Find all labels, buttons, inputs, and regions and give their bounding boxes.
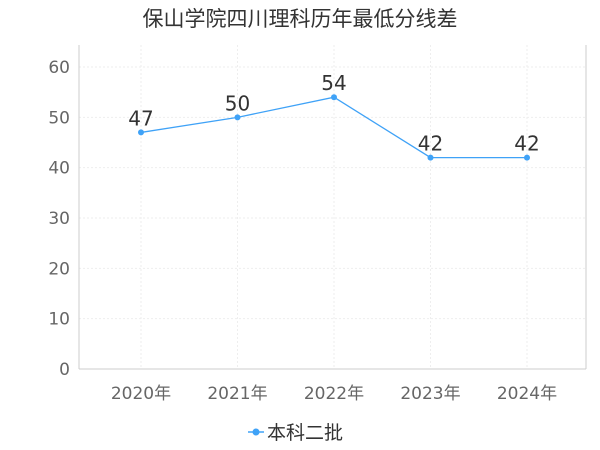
legend[interactable]: 本科二批 [248,422,343,444]
chart-title: 保山学院四川理科历年最低分线差 [143,7,458,31]
data-label: 42 [418,132,443,156]
y-tick-label: 50 [48,108,70,128]
y-tick-label: 0 [59,360,70,380]
x-tick-label: 2024年 [497,384,557,404]
data-label: 54 [321,71,346,95]
y-tick-label: 40 [48,159,70,179]
series-layer [138,94,530,161]
data-label: 50 [225,91,250,115]
data-point [331,94,337,101]
data-label: 47 [128,106,153,130]
x-tick-label: 2020年 [111,384,171,404]
y-tick-label: 60 [48,58,70,78]
x-tick-label: 2023年 [400,384,460,404]
data-point [524,154,530,161]
data-label: 42 [514,132,539,156]
y-axis-ticks: 0 10 20 30 40 50 60 [48,58,70,380]
data-point [234,114,241,121]
y-tick-label: 20 [48,259,70,279]
data-point [427,154,434,161]
y-tick-label: 10 [48,310,70,330]
x-tick-label: 2021年 [207,384,267,404]
data-point [138,129,144,136]
axis-layer [78,45,587,370]
legend-point-marker[interactable] [252,428,260,436]
data-labels: 47 50 54 42 42 [128,71,539,155]
grid-layer [79,45,586,369]
y-tick-label: 30 [48,209,70,229]
x-tick-label: 2022年 [304,384,364,404]
x-axis-ticks: 2020年 2021年 2022年 2023年 2024年 [111,384,557,404]
legend-label[interactable]: 本科二批 [267,422,343,444]
